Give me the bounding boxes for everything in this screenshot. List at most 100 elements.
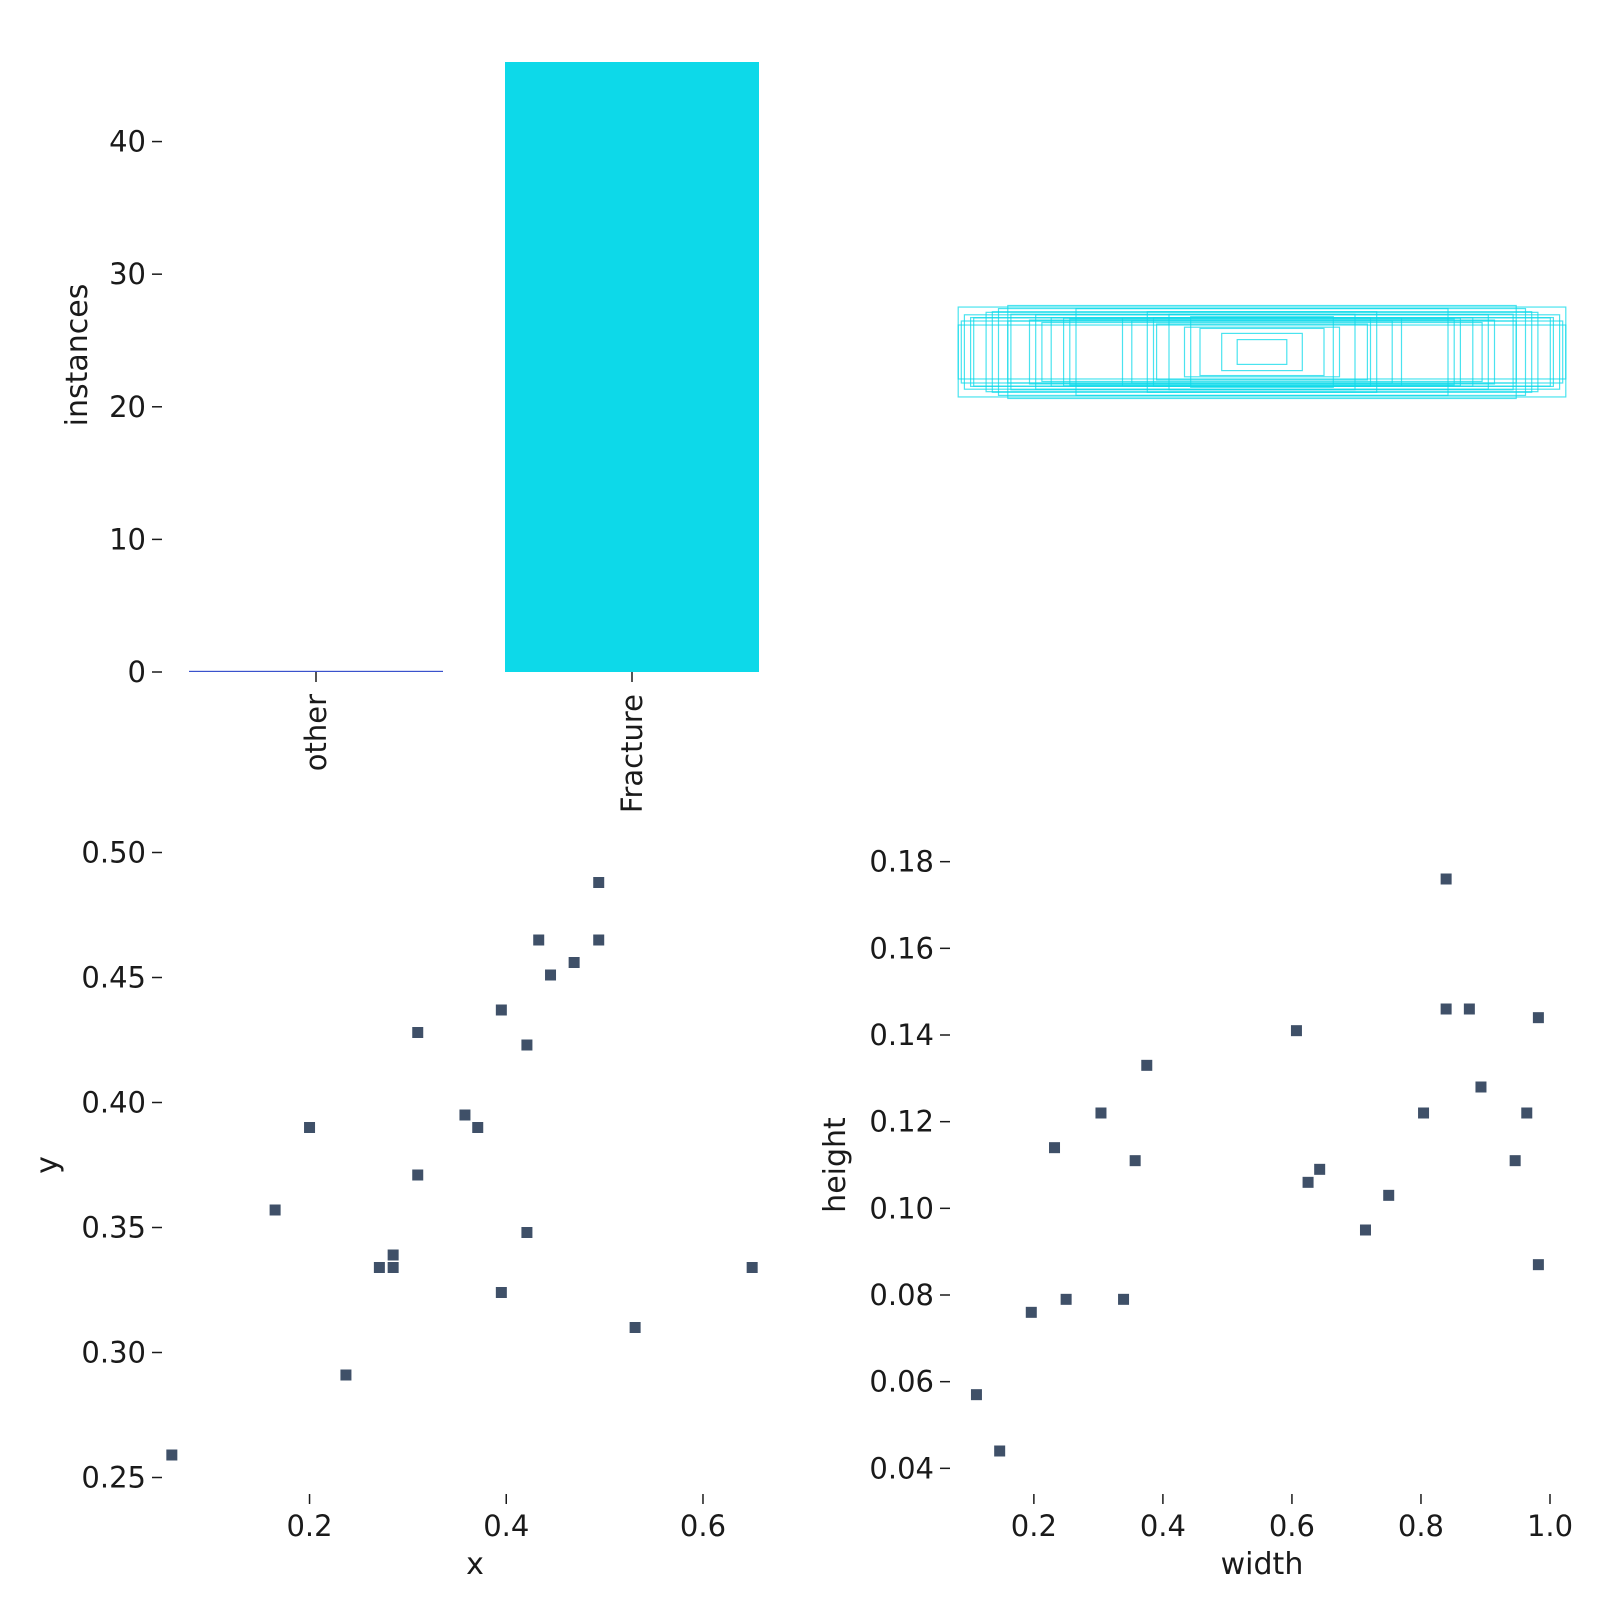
bounding-box (957, 324, 1567, 380)
data-point (1060, 1293, 1072, 1305)
wh-y-tick-0.16-label: 0.16 (869, 931, 934, 965)
data-point (387, 1249, 399, 1261)
xy-scatter-plot: 0.25 0.30 0.35 0.40 0.45 0.50 0.2 0.4 0.6 x y (30, 836, 758, 1582)
data-point (1475, 1081, 1487, 1093)
data-point (1440, 873, 1452, 885)
data-point (1129, 1155, 1141, 1167)
xy-y-tick-0.35-label: 0.35 (81, 1211, 146, 1245)
category-label-other: other (299, 694, 333, 771)
wh-y-tick-0.06-label: 0.06 (869, 1365, 934, 1399)
wh-y-tick-0.08-label: 0.08 (869, 1278, 934, 1312)
bounding-box (1028, 319, 1496, 385)
data-point (387, 1262, 399, 1273)
bounding-box (1062, 317, 1461, 387)
xy-y-axis-label: y (30, 1156, 65, 1174)
bounding-box (1221, 332, 1303, 372)
data-point (1440, 1003, 1452, 1015)
wh-y-tick-0.14-label: 0.14 (869, 1018, 934, 1052)
bounding-box (997, 308, 1527, 397)
data-point (412, 1027, 424, 1038)
xy-x-tick-0.2-label: 0.2 (286, 1509, 332, 1543)
data-point (994, 1445, 1006, 1457)
y-tick-0-label: 0 (128, 655, 146, 689)
data-point (1359, 1224, 1371, 1236)
bounding-box (1035, 314, 1489, 390)
data-point (304, 1122, 316, 1133)
xy-x-tick-0.4-label: 0.4 (483, 1509, 529, 1543)
y-tick-10-label: 10 (109, 522, 146, 556)
data-point (1141, 1059, 1153, 1071)
data-point (1521, 1107, 1533, 1119)
data-point (1314, 1163, 1326, 1175)
wh-x-tick-0.6-label: 0.6 (1269, 1509, 1315, 1543)
data-point (1025, 1306, 1037, 1318)
bar-fracture (505, 62, 759, 672)
data-point (1383, 1189, 1395, 1201)
data-point (746, 1262, 758, 1273)
data-point (1509, 1155, 1521, 1167)
bounding-box (1146, 311, 1378, 393)
data-point (533, 934, 545, 946)
y-tick-40-label: 40 (109, 125, 146, 159)
instances-bar-chart: 0 10 20 30 40 other Fracture instances (60, 62, 759, 813)
wh-y-tick-0.18-label: 0.18 (869, 845, 934, 879)
bounding-box (1069, 318, 1455, 386)
xy-y-tick-0.30-label: 0.30 (81, 1336, 146, 1370)
data-point (521, 1227, 533, 1238)
bar-other (189, 670, 443, 672)
y-axis-label: instances (60, 284, 95, 427)
data-point (1532, 1259, 1544, 1271)
bounding-box (1010, 313, 1514, 391)
wh-y-tick-0.12-label: 0.12 (869, 1105, 934, 1139)
bounding-boxes-panel (957, 304, 1567, 400)
wh-x-tick-0.4-label: 0.4 (1140, 1509, 1186, 1543)
data-point (459, 1109, 471, 1121)
bounding-box (1007, 320, 1517, 384)
data-point (545, 969, 557, 981)
data-point (1418, 1107, 1430, 1119)
data-point (495, 1287, 507, 1298)
data-point (1049, 1142, 1061, 1154)
xy-x-tick-0.6-label: 0.6 (680, 1509, 726, 1543)
bounding-box (1131, 320, 1393, 384)
data-point (1532, 1012, 1544, 1024)
wh-x-tick-0.2-label: 0.2 (1011, 1509, 1057, 1543)
y-tick-20-label: 20 (109, 390, 146, 424)
wh-x-tick-0.8-label: 0.8 (1398, 1509, 1444, 1543)
category-label-fracture: Fracture (615, 694, 649, 813)
data-point (1290, 1025, 1302, 1037)
y-tick-30-label: 30 (109, 257, 146, 291)
data-point (495, 1004, 507, 1016)
bounding-box (1199, 327, 1325, 377)
bounding-box (1007, 304, 1517, 400)
bounding-box (963, 314, 1561, 390)
data-point (1118, 1293, 1130, 1305)
bounding-box (1075, 308, 1449, 397)
bounding-box (1236, 339, 1288, 366)
data-point (970, 1389, 982, 1401)
data-point (412, 1169, 424, 1181)
xy-y-tick-0.45-label: 0.45 (81, 961, 146, 995)
wh-scatter-plot: 0.04 0.06 0.08 0.10 0.12 0.14 0.16 0.18 0.2 0.4 0.… (818, 845, 1573, 1582)
data-point (568, 957, 580, 968)
xy-y-tick-0.40-label: 0.40 (81, 1086, 146, 1120)
data-point (1302, 1176, 1314, 1188)
wh-x-axis-label: width (1221, 1547, 1304, 1582)
data-point (472, 1122, 484, 1133)
wh-y-axis-label: height (818, 1117, 853, 1213)
wh-y-tick-0.10-label: 0.10 (869, 1191, 934, 1225)
data-point (521, 1039, 533, 1051)
xy-y-tick-0.25-label: 0.25 (81, 1461, 146, 1495)
bounding-box (1041, 321, 1483, 383)
bounding-box (1183, 326, 1341, 378)
bounding-box (1190, 316, 1334, 388)
xy-x-axis-label: x (466, 1547, 484, 1582)
bounding-box (985, 311, 1539, 393)
data-point (166, 1449, 178, 1461)
data-point (629, 1322, 641, 1333)
data-point (593, 877, 605, 888)
data-point (269, 1204, 281, 1216)
data-point (1095, 1107, 1107, 1119)
